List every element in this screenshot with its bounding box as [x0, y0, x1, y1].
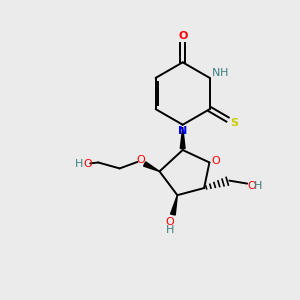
Text: N: N [178, 126, 187, 136]
Text: O: O [178, 32, 188, 41]
Text: H: H [166, 225, 174, 235]
Polygon shape [180, 127, 185, 148]
Polygon shape [144, 162, 160, 171]
Text: H: H [75, 159, 84, 169]
Text: S: S [230, 118, 238, 128]
Polygon shape [171, 195, 177, 215]
Text: O: O [137, 155, 146, 165]
Text: O: O [83, 159, 92, 169]
Text: H: H [254, 181, 263, 191]
Text: O: O [247, 181, 256, 191]
Text: O: O [166, 217, 174, 227]
Text: H: H [220, 68, 228, 79]
Text: O: O [211, 156, 220, 166]
Text: N: N [212, 68, 220, 79]
